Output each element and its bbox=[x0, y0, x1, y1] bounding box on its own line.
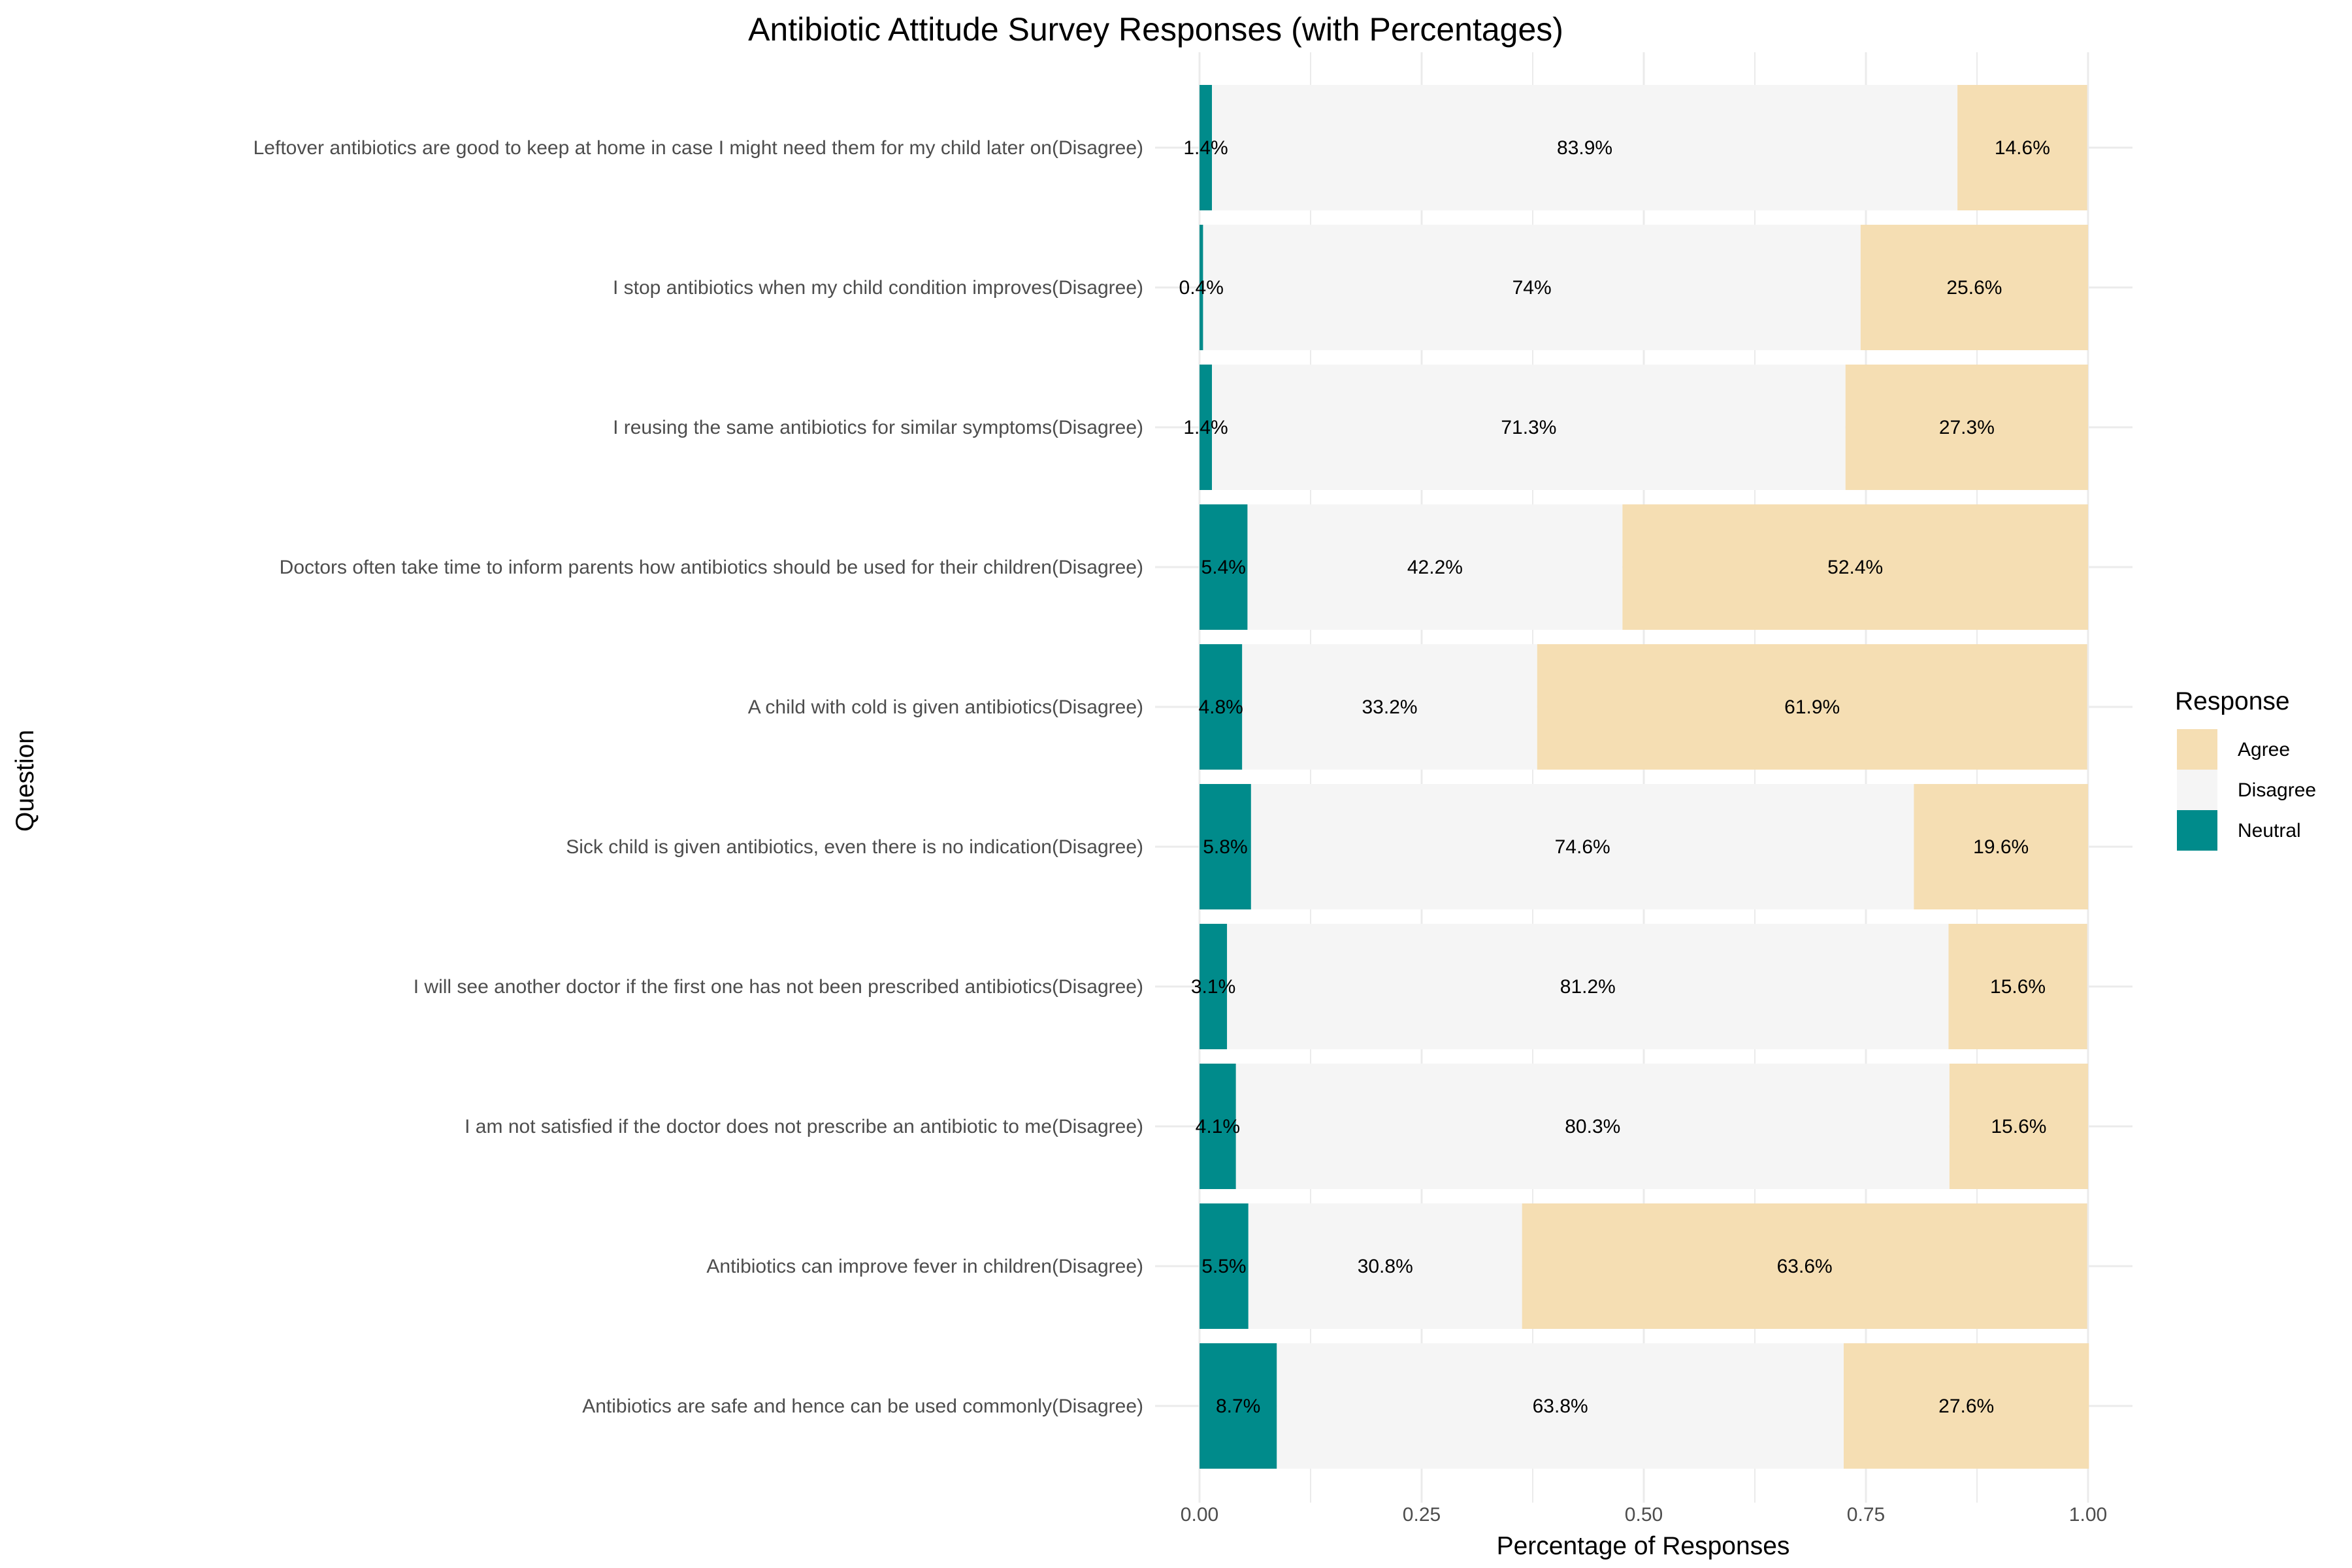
bar-agree bbox=[1622, 504, 2088, 630]
category-label: I will see another doctor if the first o… bbox=[414, 976, 1143, 998]
data-label-disagree: 42.2% bbox=[1407, 557, 1463, 578]
legend-key-disagree bbox=[2177, 770, 2217, 810]
legend-key-neutral bbox=[2177, 810, 2217, 851]
data-label-disagree: 74% bbox=[1512, 277, 1552, 299]
data-label-disagree: 30.8% bbox=[1358, 1256, 1413, 1277]
bar-neutral bbox=[1200, 365, 1213, 490]
bar-disagree bbox=[1212, 365, 1846, 490]
bars bbox=[1200, 85, 2089, 1469]
category-label: I am not satisfied if the doctor does no… bbox=[465, 1116, 1143, 1137]
bar-agree bbox=[1957, 85, 2087, 210]
category-labels: Leftover antibiotics are good to keep at… bbox=[253, 137, 1143, 1417]
legend-key-agree bbox=[2177, 729, 2217, 770]
category-label: Doctors often take time to inform parent… bbox=[280, 557, 1143, 578]
data-label-agree: 14.6% bbox=[1995, 137, 2050, 159]
data-label-agree: 15.6% bbox=[1991, 1116, 2046, 1137]
bar-agree bbox=[1522, 1203, 2087, 1329]
x-tick-label: 0.25 bbox=[1403, 1504, 1441, 1526]
bar-agree bbox=[1537, 644, 2087, 770]
data-label-neutral: 5.4% bbox=[1201, 557, 1246, 578]
data-label-agree: 27.3% bbox=[1939, 417, 1995, 438]
bar-disagree bbox=[1227, 924, 1949, 1049]
legend-label-disagree: Disagree bbox=[2238, 779, 2316, 801]
data-label-agree: 19.6% bbox=[1973, 836, 2029, 858]
bar-disagree bbox=[1242, 644, 1537, 770]
bar-neutral bbox=[1200, 1064, 1236, 1189]
data-labels: 1.4% 83.9% 14.6% 0.4% 74% 25.6% 1.4% 71.3% 27.3%… bbox=[1179, 137, 2050, 1417]
data-label-neutral: 3.1% bbox=[1191, 976, 1235, 998]
data-label-agree: 63.6% bbox=[1777, 1256, 1833, 1277]
data-label-disagree: 80.3% bbox=[1565, 1116, 1620, 1137]
bar-agree bbox=[1948, 924, 2087, 1049]
bar-agree bbox=[1914, 784, 2088, 909]
bar-agree bbox=[1949, 1064, 2088, 1189]
data-label-neutral: 4.8% bbox=[1198, 696, 1243, 718]
data-label-disagree: 63.8% bbox=[1533, 1396, 1588, 1417]
x-tick-label: 1.00 bbox=[2069, 1504, 2107, 1526]
data-label-agree: 52.4% bbox=[1827, 557, 1883, 578]
data-label-neutral: 4.1% bbox=[1196, 1116, 1240, 1137]
chart-title: Antibiotic Attitude Survey Responses (wi… bbox=[748, 11, 1563, 48]
category-label: A child with cold is given antibiotics(D… bbox=[748, 696, 1143, 718]
category-label: Leftover antibiotics are good to keep at… bbox=[253, 137, 1143, 159]
data-label-disagree: 81.2% bbox=[1560, 976, 1616, 998]
category-label: I stop antibiotics when my child conditi… bbox=[613, 277, 1143, 299]
y-axis-title: Question bbox=[11, 730, 39, 832]
bar-neutral bbox=[1200, 644, 1243, 770]
bar-disagree bbox=[1247, 504, 1623, 630]
x-tick-label: 0.50 bbox=[1625, 1504, 1663, 1526]
bar-agree bbox=[1844, 1343, 2089, 1469]
bar-disagree bbox=[1203, 225, 1861, 350]
bar-disagree bbox=[1250, 784, 1914, 909]
bar-neutral bbox=[1200, 924, 1228, 1049]
bar-disagree bbox=[1212, 85, 1958, 210]
data-label-disagree: 74.6% bbox=[1555, 836, 1610, 858]
data-label-neutral: 8.7% bbox=[1216, 1396, 1260, 1417]
legend-label-neutral: Neutral bbox=[2238, 820, 2301, 841]
category-label: Antibiotics can improve fever in childre… bbox=[706, 1256, 1143, 1277]
bar-disagree bbox=[1235, 1064, 1950, 1189]
data-label-agree: 61.9% bbox=[1784, 696, 1840, 718]
data-label-neutral: 5.5% bbox=[1201, 1256, 1246, 1277]
bar-disagree bbox=[1248, 1203, 1522, 1329]
data-label-disagree: 71.3% bbox=[1501, 417, 1556, 438]
data-label-neutral: 1.4% bbox=[1183, 417, 1228, 438]
x-tick-labels: 0.00 0.25 0.50 0.75 1.00 bbox=[1181, 1504, 2107, 1526]
category-label: Sick child is given antibiotics, even th… bbox=[566, 836, 1143, 858]
x-axis-title: Percentage of Responses bbox=[1497, 1532, 1790, 1560]
bar-neutral bbox=[1200, 1343, 1277, 1469]
category-label: Antibiotics are safe and hence can be us… bbox=[582, 1396, 1143, 1417]
bar-neutral bbox=[1200, 784, 1251, 909]
legend: Response Agree Disagree Neutral bbox=[2175, 687, 2316, 851]
data-label-agree: 27.6% bbox=[1938, 1396, 1994, 1417]
data-label-neutral: 1.4% bbox=[1183, 137, 1228, 159]
bar-neutral bbox=[1200, 504, 1248, 630]
data-label-neutral: 5.8% bbox=[1203, 836, 1247, 858]
bar-neutral bbox=[1200, 85, 1213, 210]
bar-agree bbox=[1845, 365, 2088, 490]
legend-label-agree: Agree bbox=[2238, 739, 2290, 760]
x-tick-label: 0.75 bbox=[1847, 1504, 1885, 1526]
legend-title: Response bbox=[2175, 687, 2290, 715]
bar-disagree bbox=[1277, 1343, 1844, 1469]
category-label: I reusing the same antibiotics for simil… bbox=[613, 417, 1143, 438]
data-label-agree: 25.6% bbox=[1946, 277, 2002, 299]
data-label-disagree: 83.9% bbox=[1557, 137, 1612, 159]
x-tick-label: 0.00 bbox=[1181, 1504, 1218, 1526]
data-label-neutral: 0.4% bbox=[1179, 277, 1224, 299]
data-label-disagree: 33.2% bbox=[1362, 696, 1418, 718]
data-label-agree: 15.6% bbox=[1990, 976, 2046, 998]
bar-agree bbox=[1860, 225, 2088, 350]
bar-neutral bbox=[1200, 1203, 1249, 1329]
bar-neutral bbox=[1200, 225, 1203, 350]
